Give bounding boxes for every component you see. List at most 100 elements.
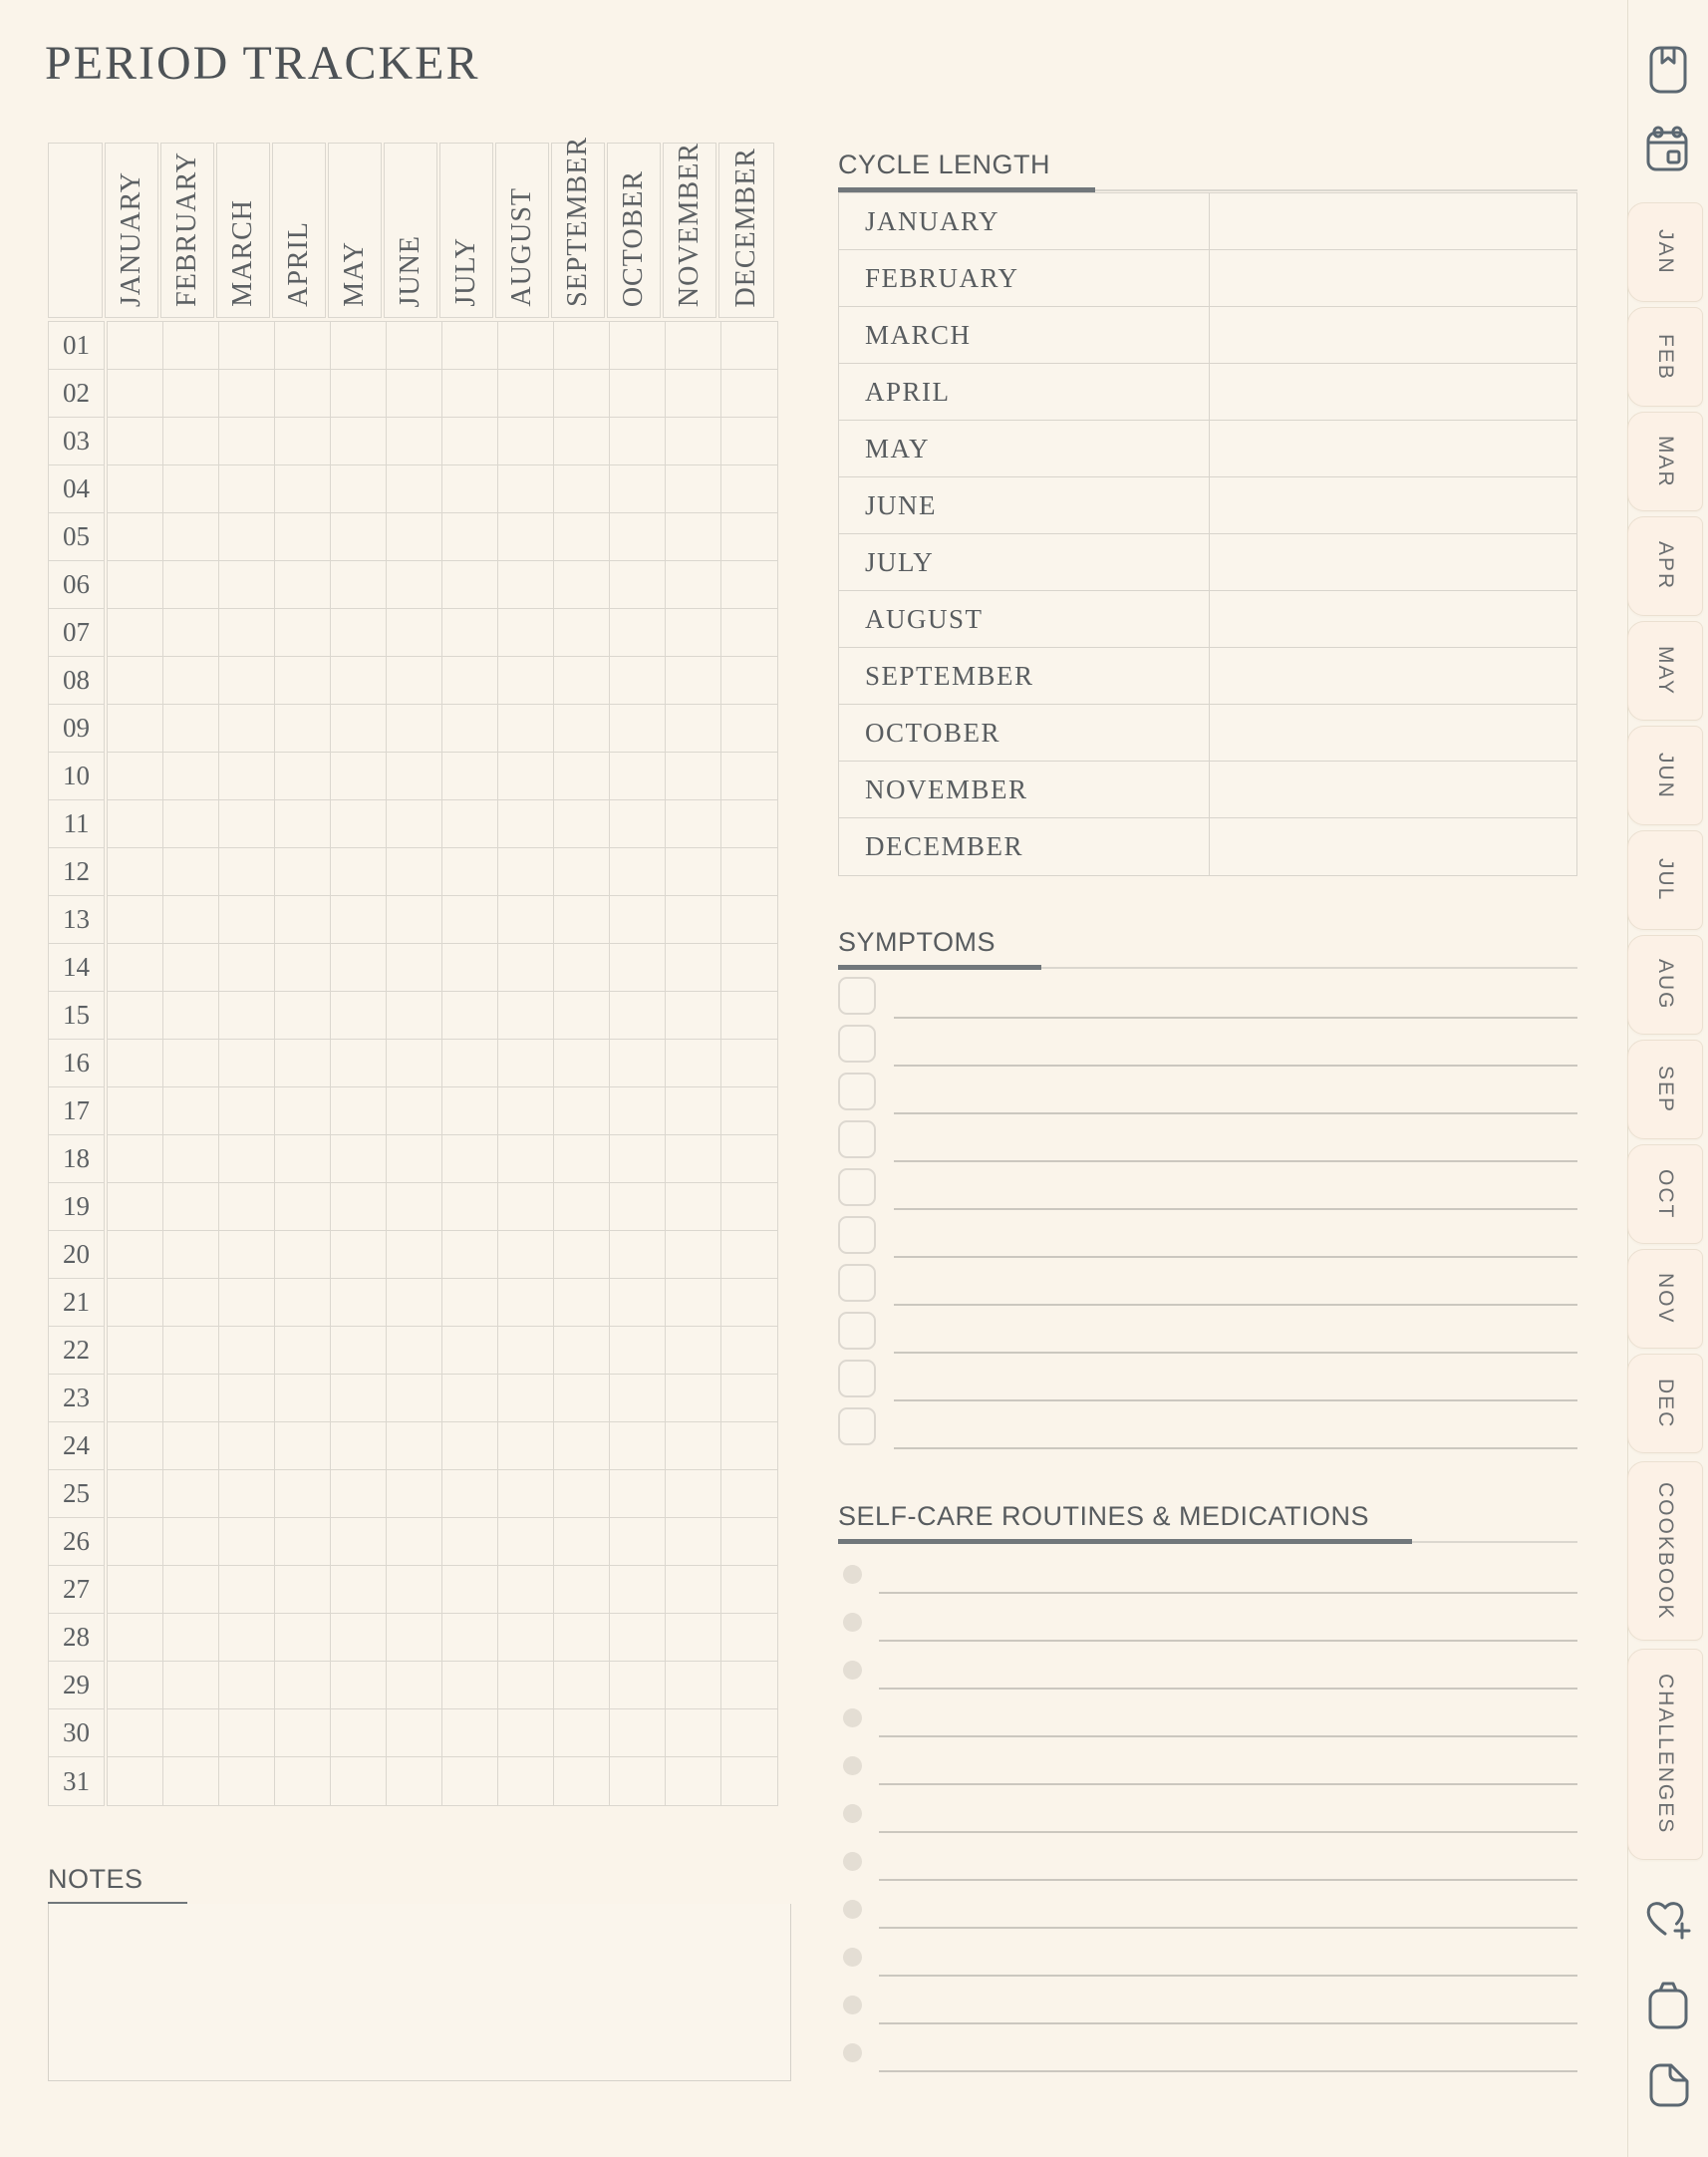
tracker-day-cell[interactable]: [219, 1709, 275, 1757]
tracker-day-cell[interactable]: [219, 1279, 275, 1327]
tab-jun[interactable]: JUN: [1627, 726, 1703, 825]
tracker-day-cell[interactable]: [387, 1327, 442, 1375]
symptom-checkbox[interactable]: [838, 1264, 876, 1302]
tracker-day-cell[interactable]: [610, 705, 666, 753]
tracker-day-cell[interactable]: [721, 1135, 777, 1183]
clipboard-icon[interactable]: [1648, 1982, 1688, 2029]
tracker-day-cell[interactable]: [163, 465, 219, 513]
tracker-day-cell[interactable]: [331, 1518, 387, 1566]
tracker-day-cell[interactable]: [554, 1566, 610, 1614]
tracker-day-cell[interactable]: [610, 322, 666, 370]
symptom-write-line[interactable]: [894, 1065, 1577, 1067]
tracker-day-cell[interactable]: [275, 944, 331, 992]
tracker-day-cell[interactable]: [108, 705, 163, 753]
tracker-day-cell[interactable]: [275, 561, 331, 609]
tracker-day-cell[interactable]: [219, 609, 275, 657]
tracker-day-cell[interactable]: [610, 1040, 666, 1087]
tracker-day-cell[interactable]: [219, 1375, 275, 1422]
tracker-day-cell[interactable]: [498, 896, 554, 944]
tracker-day-cell[interactable]: [108, 465, 163, 513]
tracker-day-cell[interactable]: [219, 322, 275, 370]
tracker-day-cell[interactable]: [610, 657, 666, 705]
tracker-day-cell[interactable]: [442, 1040, 498, 1087]
tracker-day-cell[interactable]: [442, 1327, 498, 1375]
tracker-day-cell[interactable]: [610, 513, 666, 561]
tracker-day-cell[interactable]: [498, 418, 554, 465]
heart-plus-icon[interactable]: [1644, 1898, 1692, 1942]
file-icon[interactable]: [1649, 2063, 1689, 2107]
tracker-day-cell[interactable]: [108, 944, 163, 992]
tracker-day-cell[interactable]: [498, 1757, 554, 1805]
cycle-value-cell[interactable]: [1210, 364, 1576, 420]
tracker-day-cell[interactable]: [387, 992, 442, 1040]
tracker-day-cell[interactable]: [610, 1662, 666, 1709]
tracker-day-cell[interactable]: [721, 1709, 777, 1757]
tracker-day-cell[interactable]: [554, 513, 610, 561]
tracker-day-cell[interactable]: [721, 1662, 777, 1709]
tracker-day-cell[interactable]: [666, 1279, 721, 1327]
tracker-day-cell[interactable]: [442, 705, 498, 753]
tracker-day-cell[interactable]: [610, 1135, 666, 1183]
self-care-write-line[interactable]: [879, 1735, 1577, 1737]
tracker-day-cell[interactable]: [275, 1422, 331, 1470]
self-care-write-line[interactable]: [879, 2022, 1577, 2024]
tab-feb[interactable]: FEB: [1627, 307, 1703, 407]
tracker-day-cell[interactable]: [219, 657, 275, 705]
tracker-day-cell[interactable]: [387, 322, 442, 370]
tracker-day-cell[interactable]: [554, 1757, 610, 1805]
tracker-day-cell[interactable]: [275, 1231, 331, 1279]
tracker-day-cell[interactable]: [387, 1087, 442, 1135]
tracker-day-cell[interactable]: [610, 1087, 666, 1135]
tracker-day-cell[interactable]: [163, 1183, 219, 1231]
tracker-day-cell[interactable]: [331, 1614, 387, 1662]
tracker-day-cell[interactable]: [219, 944, 275, 992]
tracker-day-cell[interactable]: [275, 800, 331, 848]
tracker-day-cell[interactable]: [163, 1422, 219, 1470]
tracker-day-cell[interactable]: [108, 1566, 163, 1614]
tracker-day-cell[interactable]: [219, 1757, 275, 1805]
tracker-day-cell[interactable]: [721, 800, 777, 848]
tracker-day-cell[interactable]: [387, 1518, 442, 1566]
tracker-day-cell[interactable]: [498, 1470, 554, 1518]
tracker-day-cell[interactable]: [163, 1757, 219, 1805]
tracker-day-cell[interactable]: [554, 1470, 610, 1518]
tracker-day-cell[interactable]: [610, 1422, 666, 1470]
tracker-day-cell[interactable]: [275, 992, 331, 1040]
symptom-write-line[interactable]: [894, 1352, 1577, 1354]
tracker-day-cell[interactable]: [387, 1470, 442, 1518]
tracker-day-cell[interactable]: [387, 1709, 442, 1757]
tracker-day-cell[interactable]: [666, 1183, 721, 1231]
cycle-value-cell[interactable]: [1210, 193, 1576, 249]
tracker-day-cell[interactable]: [331, 1040, 387, 1087]
tracker-day-cell[interactable]: [666, 896, 721, 944]
tracker-day-cell[interactable]: [666, 705, 721, 753]
tracker-day-cell[interactable]: [275, 1757, 331, 1805]
tracker-day-cell[interactable]: [554, 1183, 610, 1231]
tracker-day-cell[interactable]: [108, 1757, 163, 1805]
tracker-day-cell[interactable]: [331, 418, 387, 465]
tracker-day-cell[interactable]: [275, 1279, 331, 1327]
tracker-day-cell[interactable]: [108, 1040, 163, 1087]
tracker-day-cell[interactable]: [610, 944, 666, 992]
tracker-day-cell[interactable]: [331, 1279, 387, 1327]
tracker-day-cell[interactable]: [163, 1231, 219, 1279]
tracker-day-cell[interactable]: [387, 1279, 442, 1327]
tracker-day-cell[interactable]: [498, 1279, 554, 1327]
tracker-day-cell[interactable]: [666, 322, 721, 370]
tracker-day-cell[interactable]: [498, 1422, 554, 1470]
tracker-day-cell[interactable]: [331, 1709, 387, 1757]
tracker-day-cell[interactable]: [275, 1135, 331, 1183]
tracker-day-cell[interactable]: [442, 609, 498, 657]
tracker-day-cell[interactable]: [554, 1327, 610, 1375]
tracker-day-cell[interactable]: [442, 1518, 498, 1566]
tracker-day-cell[interactable]: [610, 561, 666, 609]
tracker-day-cell[interactable]: [498, 705, 554, 753]
tracker-day-cell[interactable]: [498, 1327, 554, 1375]
tracker-day-cell[interactable]: [219, 848, 275, 896]
tracker-day-cell[interactable]: [498, 513, 554, 561]
self-care-write-line[interactable]: [879, 1927, 1577, 1929]
tracker-day-cell[interactable]: [163, 1518, 219, 1566]
tracker-day-cell[interactable]: [610, 1231, 666, 1279]
tracker-day-cell[interactable]: [498, 1709, 554, 1757]
tracker-day-cell[interactable]: [163, 1327, 219, 1375]
